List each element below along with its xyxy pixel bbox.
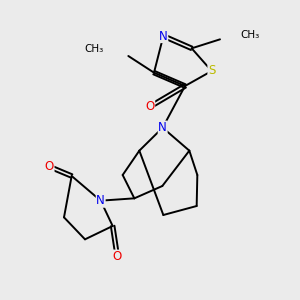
Text: N: N xyxy=(96,194,105,207)
Text: N: N xyxy=(158,121,167,134)
Text: CH₃: CH₃ xyxy=(240,30,259,40)
Text: O: O xyxy=(113,250,122,263)
Text: N: N xyxy=(159,29,168,43)
Text: CH₃: CH₃ xyxy=(84,44,103,54)
Text: S: S xyxy=(208,64,215,77)
Text: O: O xyxy=(146,100,154,113)
Text: O: O xyxy=(45,160,54,173)
